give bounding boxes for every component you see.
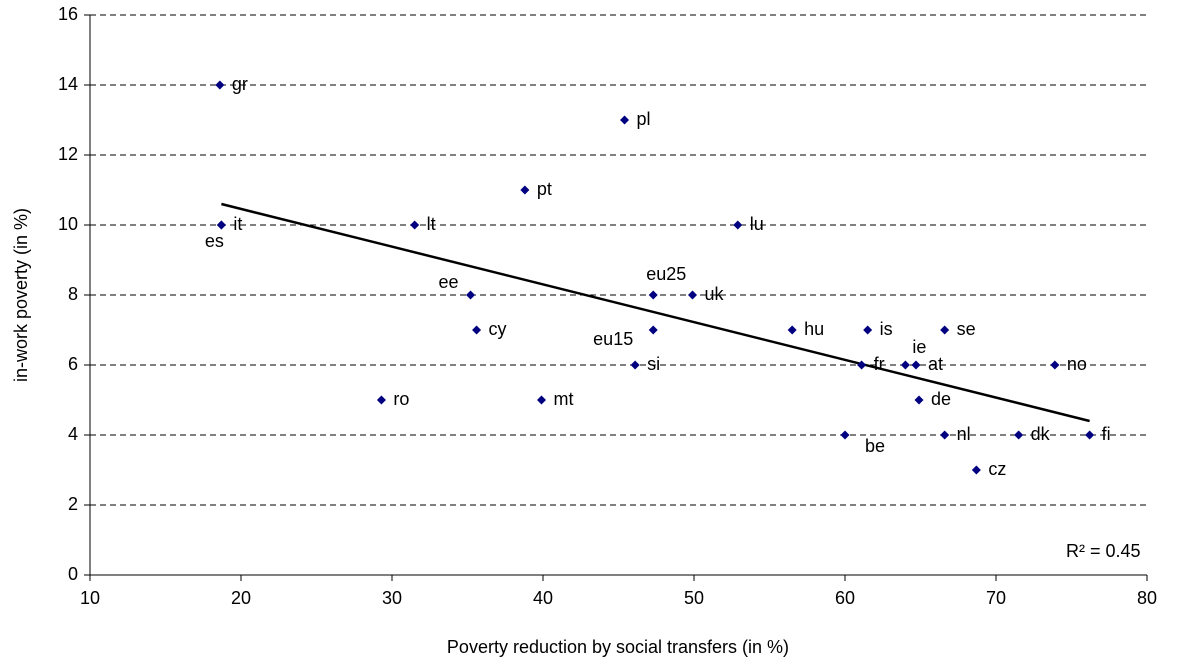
point [520, 185, 530, 195]
point-label: de [931, 389, 951, 409]
point [687, 290, 697, 300]
point [840, 430, 850, 440]
x-tick-label: 20 [231, 588, 251, 608]
point-label: fr [874, 354, 885, 374]
x-tick-label: 40 [533, 588, 553, 608]
point [472, 325, 482, 335]
point [1085, 430, 1095, 440]
x-tick-label: 80 [1137, 588, 1157, 608]
point-label: si [647, 354, 660, 374]
point-label: pt [537, 179, 552, 199]
point [914, 395, 924, 405]
point-label: ee [438, 272, 458, 292]
y-tick-label: 8 [68, 284, 78, 304]
y-axis-label: in-work poverty (in %) [11, 208, 31, 382]
y-tick-label: 2 [68, 494, 78, 514]
point-label: at [928, 354, 943, 374]
point-label: cz [988, 459, 1006, 479]
point [376, 395, 386, 405]
point [911, 360, 921, 370]
point-label: is [880, 319, 893, 339]
point-label: eu25 [646, 264, 686, 284]
point [216, 220, 226, 230]
point-label: es [205, 231, 224, 251]
point-label: lt [427, 214, 436, 234]
point [857, 360, 867, 370]
y-tick-label: 14 [58, 74, 78, 94]
point [863, 325, 873, 335]
point-label: uk [704, 284, 724, 304]
point-label: ie [912, 337, 926, 357]
point-label: hu [804, 319, 824, 339]
point [466, 290, 476, 300]
point [940, 430, 950, 440]
point-label: nl [957, 424, 971, 444]
point [971, 465, 981, 475]
point [536, 395, 546, 405]
point [215, 80, 225, 90]
point-label: cy [489, 319, 507, 339]
point-label: mt [553, 389, 573, 409]
y-tick-label: 6 [68, 354, 78, 374]
x-tick-label: 30 [382, 588, 402, 608]
x-axis-label: Poverty reduction by social transfers (i… [447, 637, 789, 657]
point [900, 360, 910, 370]
point [648, 290, 658, 300]
point [1014, 430, 1024, 440]
point [940, 325, 950, 335]
point-label: se [957, 319, 976, 339]
point-label: gr [232, 74, 248, 94]
point-label: lu [750, 214, 764, 234]
point-label: eu15 [593, 329, 633, 349]
x-tick-label: 70 [986, 588, 1006, 608]
point [620, 115, 630, 125]
point-label: pl [637, 109, 651, 129]
point [630, 360, 640, 370]
y-tick-label: 12 [58, 144, 78, 164]
y-tick-label: 16 [58, 4, 78, 24]
point-label: dk [1031, 424, 1051, 444]
point-label: it [233, 214, 242, 234]
point [787, 325, 797, 335]
x-tick-label: 10 [80, 588, 100, 608]
y-tick-label: 4 [68, 424, 78, 444]
point-label: be [865, 436, 885, 456]
point [648, 325, 658, 335]
x-tick-label: 60 [835, 588, 855, 608]
point-label: no [1067, 354, 1087, 374]
trendline [221, 202, 1090, 423]
point-label: fi [1102, 424, 1111, 444]
point [410, 220, 420, 230]
point [1050, 360, 1060, 370]
point [733, 220, 743, 230]
x-tick-label: 50 [684, 588, 704, 608]
y-tick-label: 10 [58, 214, 78, 234]
y-tick-label: 0 [68, 564, 78, 584]
point-label: ro [393, 389, 409, 409]
r-squared: R² = 0.45 [1066, 541, 1141, 561]
